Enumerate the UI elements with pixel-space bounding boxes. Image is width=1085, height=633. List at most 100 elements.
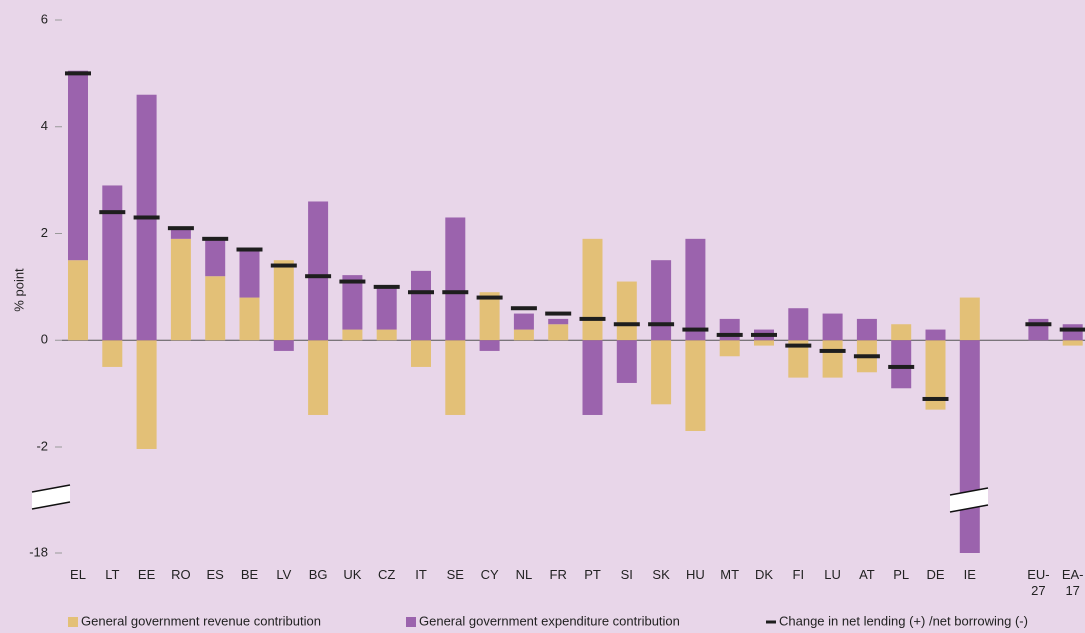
net-dash — [716, 332, 743, 337]
x-tick-label: BG — [308, 567, 328, 582]
net-dash — [613, 322, 640, 327]
bar — [445, 217, 466, 341]
x-tick-label: IE — [963, 567, 976, 582]
net-dash — [202, 236, 229, 241]
net-dash — [579, 316, 606, 321]
bar — [136, 340, 157, 449]
bar — [308, 340, 329, 415]
net-dash — [339, 279, 366, 284]
bar — [273, 260, 294, 341]
x-tick-label: MT — [720, 567, 740, 582]
net-dash — [1025, 322, 1052, 327]
bar — [376, 286, 397, 330]
bar — [719, 318, 740, 341]
bar — [788, 340, 809, 378]
x-tick-label: CZ — [378, 567, 396, 582]
bar — [1028, 318, 1049, 341]
net-dash — [476, 295, 503, 300]
net-dash — [819, 348, 846, 353]
bar — [1062, 324, 1083, 341]
bar — [959, 297, 980, 341]
net-dash — [99, 210, 126, 215]
x-tick-label: UK — [343, 567, 362, 582]
bar — [891, 324, 912, 341]
x-tick-label: DK — [754, 567, 774, 582]
axis-break — [31, 484, 989, 513]
x-tick-label: NL — [515, 567, 533, 582]
x-tick-label: DE — [926, 567, 945, 582]
bar — [925, 340, 946, 410]
net-dash — [682, 327, 709, 332]
x-tick-label: SK — [652, 567, 670, 582]
bar — [616, 281, 637, 341]
bar — [719, 340, 740, 357]
bar — [754, 340, 774, 346]
x-tick-label: RO — [171, 567, 191, 582]
x-tick-label: BE — [240, 567, 259, 582]
net-dash — [545, 311, 572, 316]
y-tick-label: 2 — [41, 225, 48, 240]
net-dash — [133, 215, 160, 220]
x-tick-label: PL — [893, 567, 910, 582]
y-tick-label: 6 — [41, 11, 48, 26]
net-dash — [510, 306, 537, 311]
bar — [411, 340, 431, 367]
net-dash — [270, 263, 297, 268]
bar — [925, 329, 946, 341]
bar — [891, 340, 912, 389]
bar — [513, 313, 534, 330]
bar — [170, 228, 191, 239]
net-dash — [167, 226, 194, 231]
net-dash — [785, 343, 812, 348]
bar — [342, 275, 363, 330]
bar — [342, 329, 363, 341]
bar — [205, 276, 226, 341]
bar — [651, 340, 672, 405]
x-tick-label: CY — [480, 567, 499, 582]
y-tick-label: 0 — [41, 332, 48, 347]
y-tick-label: -2 — [36, 438, 48, 453]
net-dash — [408, 290, 434, 295]
net-dash — [442, 290, 469, 295]
net-dash — [751, 332, 777, 337]
legend-label: Change in net lending (+) /net borrowing… — [779, 613, 1028, 628]
bar — [273, 340, 294, 351]
net-dash — [305, 274, 332, 279]
bar — [411, 270, 431, 341]
bar — [582, 340, 603, 415]
bar — [959, 340, 980, 553]
bar — [308, 201, 329, 341]
bar — [548, 324, 569, 341]
legend-swatch — [68, 617, 78, 627]
plot: 6 4 2 0 -2 -18 — [29, 11, 1085, 559]
legend-label: General government expenditure contribut… — [419, 613, 680, 628]
bar — [1062, 340, 1083, 346]
bar — [205, 238, 226, 277]
bar — [616, 340, 637, 383]
x-tick-label: IT — [415, 567, 427, 582]
x-tick-label: SI — [620, 567, 633, 582]
bar — [513, 329, 534, 341]
x-tick-label: EL — [70, 567, 86, 582]
bar — [239, 249, 260, 298]
bar — [376, 329, 397, 341]
y-tick-label: -18 — [29, 544, 48, 559]
bar — [582, 238, 603, 341]
x-tick-label: FI — [792, 567, 805, 582]
net-dash — [1059, 327, 1085, 332]
net-dash — [922, 396, 949, 401]
legend-swatch — [406, 617, 416, 627]
bar — [479, 340, 500, 351]
y-axis-label: % point — [11, 268, 26, 312]
net-dash — [236, 247, 263, 252]
bar — [170, 238, 191, 341]
x-tick-label: EE — [137, 567, 156, 582]
bar — [68, 70, 88, 261]
net-dash — [648, 322, 675, 327]
x-tick-label: LT — [105, 567, 120, 582]
x-tick-label: FR — [549, 567, 567, 582]
bar — [102, 340, 123, 367]
bar — [685, 340, 706, 431]
